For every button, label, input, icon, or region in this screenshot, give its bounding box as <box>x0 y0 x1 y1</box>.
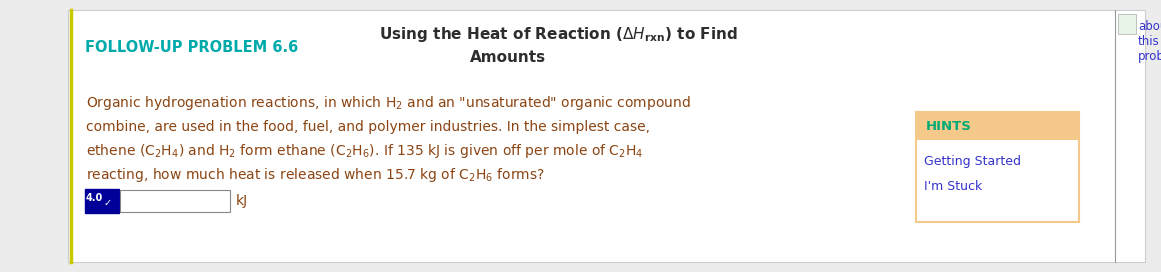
Text: kJ: kJ <box>236 194 248 208</box>
FancyBboxPatch shape <box>1118 14 1135 34</box>
Text: Getting Started: Getting Started <box>924 156 1021 168</box>
Text: FOLLOW-UP PROBLEM 6.6: FOLLOW-UP PROBLEM 6.6 <box>85 41 298 55</box>
Text: about
this
problem: about this problem <box>1138 20 1161 63</box>
Text: combine, are used in the food, fuel, and polymer industries. In the simplest cas: combine, are used in the food, fuel, and… <box>86 120 650 134</box>
FancyBboxPatch shape <box>68 10 1145 262</box>
Text: reacting, how much heat is released when 15.7 kg of $\mathregular{C_2H_6}$ forms: reacting, how much heat is released when… <box>86 166 545 184</box>
FancyBboxPatch shape <box>85 189 118 213</box>
FancyBboxPatch shape <box>916 112 1079 140</box>
Text: Amounts: Amounts <box>470 51 546 66</box>
Text: ✓: ✓ <box>104 198 113 208</box>
Text: 4.0: 4.0 <box>86 193 102 203</box>
Text: ethene ($\mathregular{C_2H_4}$) and $\mathregular{H_2}$ form ethane ($\mathregul: ethene ($\mathregular{C_2H_4}$) and $\ma… <box>86 142 643 160</box>
Text: Using the Heat of Reaction ($\Delta H_{\mathregular{rxn}}$) to Find: Using the Heat of Reaction ($\Delta H_{\… <box>378 26 737 45</box>
FancyBboxPatch shape <box>916 112 1079 222</box>
Text: HINTS: HINTS <box>926 119 972 132</box>
FancyBboxPatch shape <box>120 190 230 212</box>
Text: Organic hydrogenation reactions, in which $\mathregular{H_2}$ and an "unsaturate: Organic hydrogenation reactions, in whic… <box>86 94 691 112</box>
Text: I'm Stuck: I'm Stuck <box>924 180 982 193</box>
